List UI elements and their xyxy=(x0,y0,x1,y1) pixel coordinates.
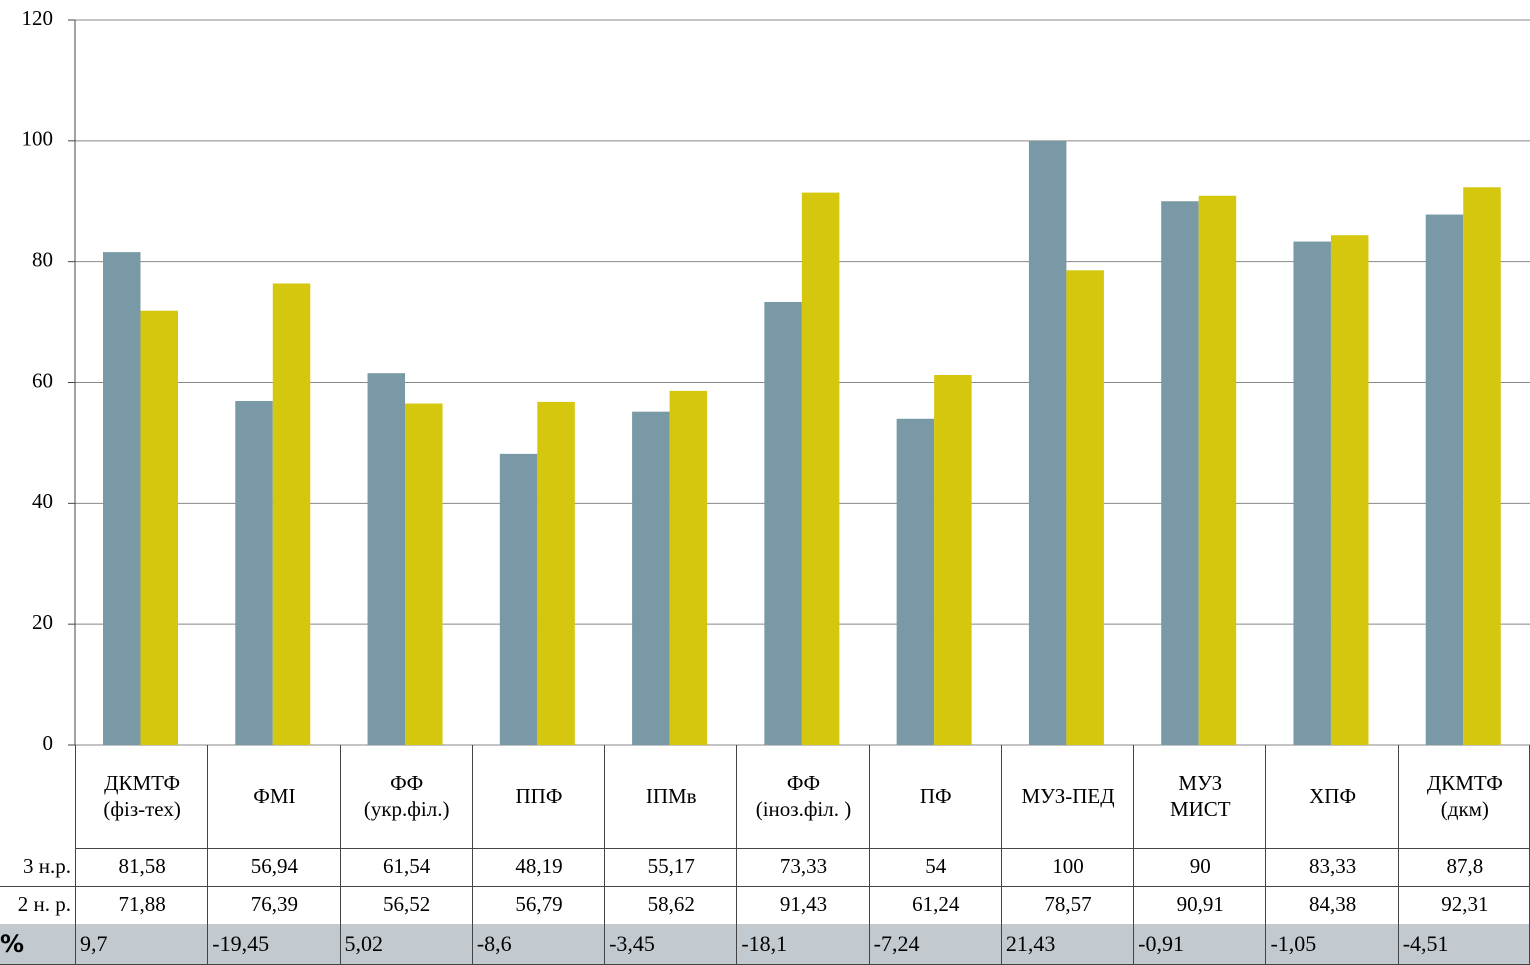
bar xyxy=(669,390,708,745)
bar xyxy=(537,401,575,745)
bar xyxy=(235,400,273,745)
category-label: ПФ xyxy=(868,745,1002,849)
data-label: 56,94 xyxy=(207,848,341,887)
category-label: МУЗ МИСТ xyxy=(1133,745,1267,849)
data-label: 56,52 xyxy=(339,886,473,925)
data-label: 100 xyxy=(1000,848,1135,887)
bar xyxy=(367,373,406,745)
bar xyxy=(140,310,178,745)
y-tick-label: 0 xyxy=(43,731,54,755)
percent-label: 5,02 xyxy=(339,924,473,965)
category-label: ДКМТФ (фіз-тех) xyxy=(75,745,209,849)
data-label: 92,31 xyxy=(1397,886,1530,925)
bar xyxy=(896,418,935,745)
data-label: 87,8 xyxy=(1397,848,1530,887)
data-label: 55,17 xyxy=(604,848,738,887)
bar xyxy=(1425,214,1464,745)
percent-label: -7,24 xyxy=(868,924,1002,965)
y-tick-label: 80 xyxy=(32,247,53,271)
bar xyxy=(1161,201,1199,745)
bar xyxy=(103,252,141,745)
bar xyxy=(1066,270,1104,745)
y-tick-label: 20 xyxy=(32,610,53,634)
category-label: МУЗ-ПЕД xyxy=(1000,745,1135,849)
legend-label: 2 н. р. xyxy=(0,886,75,925)
bar xyxy=(801,192,840,745)
data-label: 76,39 xyxy=(207,886,341,925)
category-label: ППФ xyxy=(471,745,606,849)
bar xyxy=(1028,140,1067,746)
data-label: 83,33 xyxy=(1265,848,1399,887)
percent-label: -3,45 xyxy=(604,924,738,965)
bar xyxy=(405,403,443,745)
category-label: ФФ (іноз.філ. ) xyxy=(736,745,870,849)
percent-label: -0,91 xyxy=(1133,924,1267,965)
bar xyxy=(1330,235,1369,745)
category-label: ФФ (укр.філ.) xyxy=(339,745,473,849)
bar xyxy=(1198,195,1237,746)
data-label: 48,19 xyxy=(471,848,606,887)
data-label: 91,43 xyxy=(736,886,870,925)
percent-label: 9,7 xyxy=(75,924,209,965)
percent-label: 21,43 xyxy=(1000,924,1135,965)
data-label: 84,38 xyxy=(1265,886,1399,925)
bar xyxy=(934,375,972,745)
y-tick-label: 60 xyxy=(32,368,53,392)
bar xyxy=(632,411,670,745)
data-label: 58,62 xyxy=(604,886,738,925)
data-label: 90,91 xyxy=(1133,886,1267,925)
percent-label: -19,45 xyxy=(207,924,341,965)
percent-row-label: % xyxy=(0,924,75,965)
legend-label: 3 н.р. xyxy=(0,848,75,887)
y-tick-label: 120 xyxy=(22,6,54,30)
percent-label: -18,1 xyxy=(736,924,870,965)
category-label: ДКМТФ (дкм) xyxy=(1397,745,1530,849)
bar xyxy=(1463,187,1501,745)
category-label: ХПФ xyxy=(1265,745,1399,849)
data-label: 56,79 xyxy=(471,886,606,925)
bar xyxy=(499,453,538,745)
data-label: 81,58 xyxy=(75,848,209,887)
y-tick-label: 40 xyxy=(32,489,53,513)
data-label: 54 xyxy=(868,848,1002,887)
percent-label: -8,6 xyxy=(471,924,606,965)
bar xyxy=(1293,241,1331,745)
bar xyxy=(764,301,802,745)
data-label: 61,24 xyxy=(868,886,1002,925)
category-label: ІПМв xyxy=(604,745,738,849)
data-label: 90 xyxy=(1133,848,1267,887)
data-label: 73,33 xyxy=(736,848,870,887)
percent-label: -4,51 xyxy=(1397,924,1530,965)
y-tick-label: 100 xyxy=(22,127,54,151)
data-label: 71,88 xyxy=(75,886,209,925)
data-label: 61,54 xyxy=(339,848,473,887)
category-label: ФМІ xyxy=(207,745,341,849)
percent-label: -1,05 xyxy=(1265,924,1399,965)
data-label: 78,57 xyxy=(1000,886,1135,925)
bar xyxy=(272,283,311,745)
